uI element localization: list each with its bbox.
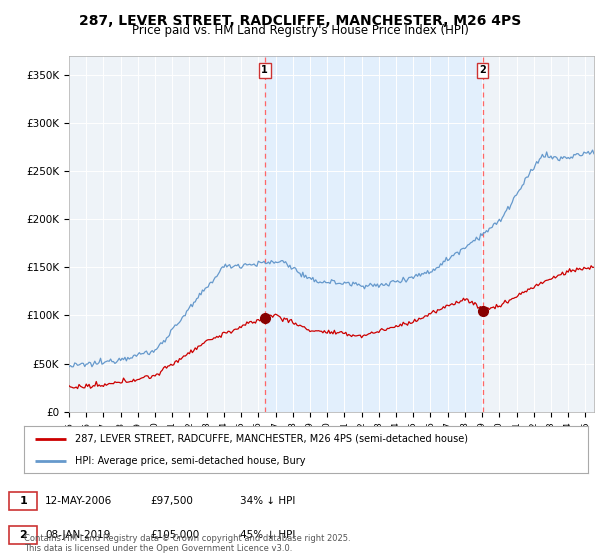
Text: 2: 2 <box>20 530 27 540</box>
Text: £97,500: £97,500 <box>150 496 193 506</box>
Text: Contains HM Land Registry data © Crown copyright and database right 2025.
This d: Contains HM Land Registry data © Crown c… <box>24 534 350 553</box>
Text: 34% ↓ HPI: 34% ↓ HPI <box>240 496 295 506</box>
Text: HPI: Average price, semi-detached house, Bury: HPI: Average price, semi-detached house,… <box>75 456 305 466</box>
Text: 12-MAY-2006: 12-MAY-2006 <box>45 496 112 506</box>
Text: 1: 1 <box>20 496 27 506</box>
Text: 1: 1 <box>262 66 268 76</box>
Text: 287, LEVER STREET, RADCUFFE, MANCHESTER, M26 4PS (semi-detached house): 287, LEVER STREET, RADCUFFE, MANCHESTER,… <box>75 434 468 444</box>
Text: £105,000: £105,000 <box>150 530 199 540</box>
Text: 287, LEVER STREET, RADCLIFFE, MANCHESTER, M26 4PS: 287, LEVER STREET, RADCLIFFE, MANCHESTER… <box>79 14 521 28</box>
Bar <box>265 56 482 412</box>
Text: Price paid vs. HM Land Registry's House Price Index (HPI): Price paid vs. HM Land Registry's House … <box>131 24 469 37</box>
Text: 2: 2 <box>479 66 486 76</box>
Text: 45% ↓ HPI: 45% ↓ HPI <box>240 530 295 540</box>
Text: 08-JAN-2019: 08-JAN-2019 <box>45 530 110 540</box>
